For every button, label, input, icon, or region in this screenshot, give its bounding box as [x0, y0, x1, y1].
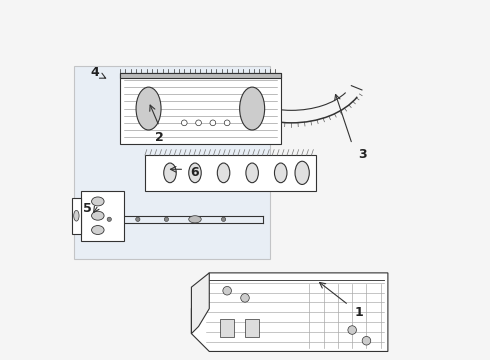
Text: 3: 3 [359, 148, 367, 162]
Bar [120, 73, 281, 78]
Ellipse shape [74, 210, 79, 221]
Ellipse shape [274, 163, 287, 183]
FancyBboxPatch shape [74, 66, 270, 258]
Ellipse shape [189, 216, 201, 223]
Circle shape [196, 120, 201, 126]
Polygon shape [192, 273, 209, 334]
Circle shape [193, 217, 197, 221]
Text: 6: 6 [191, 166, 199, 179]
Ellipse shape [92, 211, 104, 220]
Ellipse shape [92, 197, 104, 206]
Text: 2: 2 [155, 131, 164, 144]
Polygon shape [192, 273, 388, 351]
Circle shape [210, 120, 216, 126]
Circle shape [136, 217, 140, 221]
Bar [120, 73, 281, 144]
Circle shape [181, 120, 187, 126]
Circle shape [224, 120, 230, 126]
Circle shape [107, 217, 111, 221]
Circle shape [241, 294, 249, 302]
Circle shape [362, 337, 371, 345]
Bar [245, 319, 259, 337]
Circle shape [348, 326, 356, 334]
Bar [72, 198, 81, 234]
Ellipse shape [136, 87, 161, 130]
Ellipse shape [218, 163, 230, 183]
Text: 4: 4 [91, 66, 99, 79]
Ellipse shape [246, 163, 258, 183]
Ellipse shape [189, 163, 201, 183]
Ellipse shape [240, 87, 265, 130]
Ellipse shape [164, 163, 176, 183]
Circle shape [223, 287, 231, 295]
Ellipse shape [295, 161, 309, 184]
Ellipse shape [92, 226, 104, 234]
Text: 5: 5 [83, 202, 92, 215]
Bar [220, 319, 234, 337]
Circle shape [164, 217, 169, 221]
FancyBboxPatch shape [81, 191, 123, 241]
Bar [145, 155, 317, 191]
Circle shape [221, 217, 226, 221]
Text: 1: 1 [355, 306, 364, 319]
